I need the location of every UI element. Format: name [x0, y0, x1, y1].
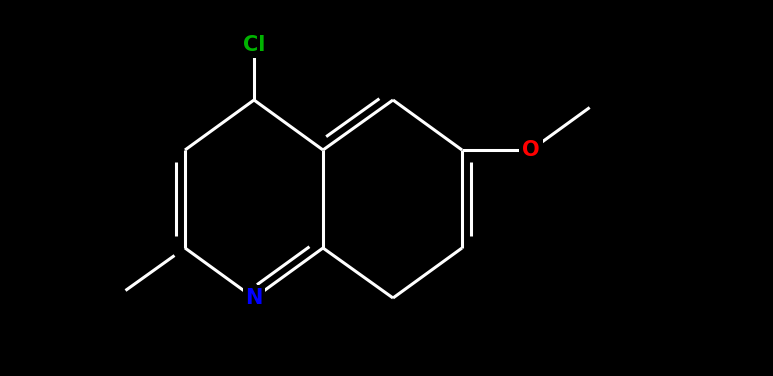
Text: Cl: Cl: [243, 35, 265, 55]
Text: O: O: [523, 140, 540, 160]
Text: N: N: [245, 288, 263, 308]
